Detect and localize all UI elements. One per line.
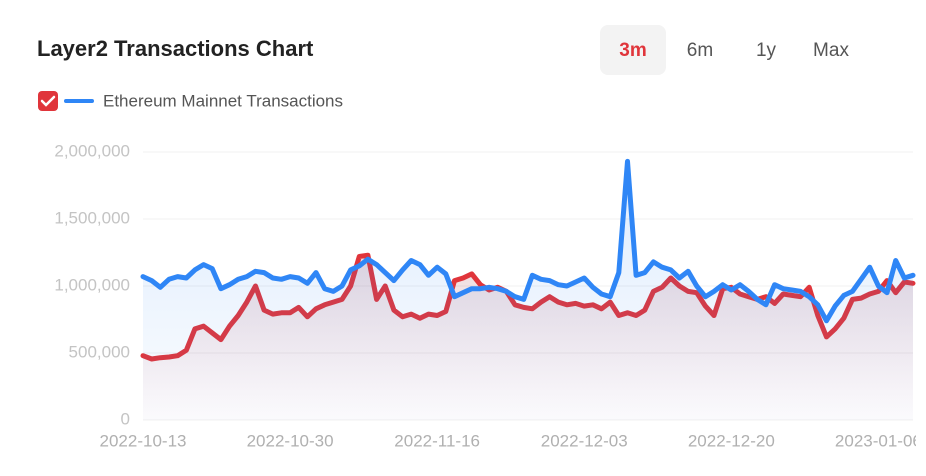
- y-tick-label: 1,500,000: [54, 208, 130, 227]
- chart-title: Layer2 Transactions Chart: [37, 36, 314, 61]
- legend-check: [40, 95, 56, 107]
- x-tick-label: 2022-10-30: [247, 431, 334, 450]
- x-tick-label: 2022-11-16: [394, 431, 480, 450]
- range-button-label: 6m: [687, 40, 713, 61]
- range-button[interactable]: 1y: [756, 40, 777, 61]
- range-button[interactable]: 6m: [687, 40, 713, 61]
- series-line: [140, 158, 916, 324]
- y-tick-label: 0: [121, 409, 130, 428]
- x-tick-label: 2022-12-20: [688, 431, 775, 450]
- range-button[interactable]: Max: [813, 40, 849, 61]
- y-tick-label: 1,000,000: [54, 275, 130, 294]
- range-button-bg: [600, 25, 666, 75]
- x-tick-label: 2022-10-13: [100, 431, 187, 450]
- range-button-label: 3m: [619, 40, 646, 61]
- range-button-label: Max: [813, 40, 849, 61]
- y-tick-label: 2,000,000: [54, 141, 130, 160]
- x-tick-label: 2023-01-06: [835, 431, 922, 450]
- x-tick-label: 2022-12-03: [541, 431, 628, 450]
- legend-checkbox[interactable]: [38, 91, 58, 111]
- legend-label: Ethereum Mainnet Transactions: [103, 91, 343, 110]
- range-button[interactable]: 3m: [600, 25, 666, 75]
- y-tick-label: 500,000: [69, 342, 130, 361]
- range-button-label: 1y: [756, 40, 777, 61]
